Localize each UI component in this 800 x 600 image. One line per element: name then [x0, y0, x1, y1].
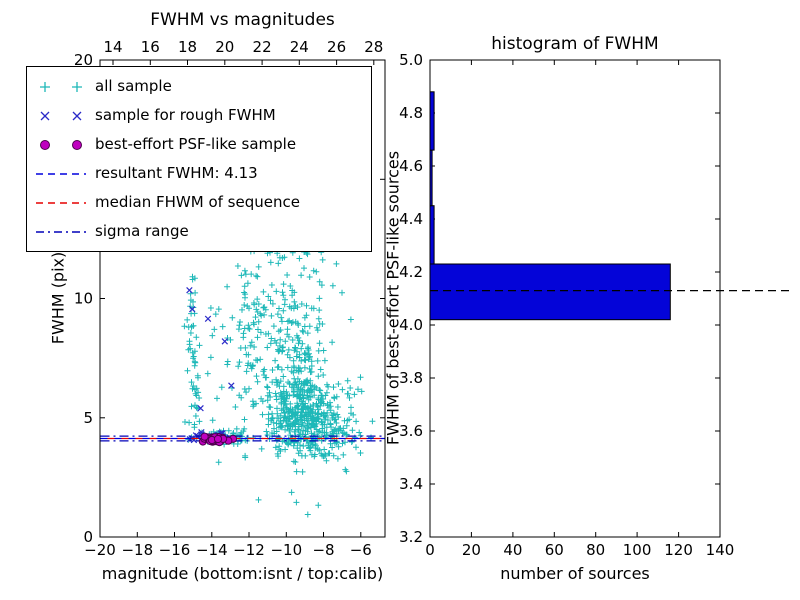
- legend-label: sigma range: [95, 222, 189, 240]
- svg-text:3.2: 3.2: [399, 528, 423, 546]
- svg-text:16: 16: [141, 38, 160, 56]
- svg-text:0: 0: [83, 528, 93, 546]
- svg-text:18: 18: [178, 38, 197, 56]
- svg-text:3.8: 3.8: [399, 369, 423, 387]
- svg-text:−14: −14: [196, 541, 228, 559]
- legend-item-median-fwhm: median FHWM of sequence: [35, 194, 363, 212]
- legend-item-psf-sample: best-effort PSF-like sample: [35, 136, 363, 154]
- svg-text:−12: −12: [233, 541, 265, 559]
- svg-text:28: 28: [364, 38, 383, 56]
- svg-text:14: 14: [103, 38, 122, 56]
- svg-text:−6: −6: [350, 541, 372, 559]
- scatter-axes: −20 −18 −16 −14 −12 −10 −8 −6 14 16 18 20 22 24 26 28 0 5…: [74, 38, 386, 559]
- svg-text:26: 26: [327, 38, 346, 56]
- svg-text:80: 80: [586, 541, 605, 559]
- sequence-lines: [100, 435, 385, 442]
- legend-item-resultant-fwhm: resultant FWHM: 4.13: [35, 165, 363, 183]
- scatter-ylabel: FWHM (pix): [48, 251, 68, 345]
- svg-text:−16: −16: [159, 541, 191, 559]
- svg-text:20: 20: [215, 38, 234, 56]
- svg-text:4.4: 4.4: [399, 210, 423, 228]
- svg-text:0: 0: [425, 541, 435, 559]
- svg-text:−8: −8: [312, 541, 334, 559]
- psf-sample-points: [198, 432, 238, 447]
- histogram-bars: [429, 91, 671, 321]
- dashdot-line-icon: [35, 223, 87, 241]
- legend: all sample sample for rough FWHM best-ef…: [26, 66, 372, 252]
- svg-text:20: 20: [462, 541, 481, 559]
- svg-text:24: 24: [290, 38, 309, 56]
- scatter-xlabel: magnitude (bottom:isnt / top:calib): [101, 564, 384, 583]
- legend-label: sample for rough FWHM: [95, 106, 276, 124]
- histogram-ylabel: FWHM of best-effort PSF-like sources: [383, 150, 403, 446]
- svg-text:22: 22: [253, 38, 272, 56]
- svg-text:−10: −10: [270, 541, 302, 559]
- svg-text:120: 120: [664, 541, 693, 559]
- svg-text:60: 60: [545, 541, 564, 559]
- svg-text:20: 20: [74, 51, 93, 69]
- histogram-xlabel: number of sources: [500, 564, 650, 583]
- svg-text:3.4: 3.4: [399, 475, 423, 493]
- legend-label: best-effort PSF-like sample: [95, 135, 297, 153]
- svg-text:10: 10: [74, 290, 93, 308]
- svg-text:4.0: 4.0: [399, 316, 423, 334]
- svg-text:4.2: 4.2: [399, 263, 423, 281]
- svg-text:−18: −18: [121, 541, 153, 559]
- svg-text:5: 5: [83, 409, 93, 427]
- svg-text:100: 100: [623, 541, 652, 559]
- svg-text:−20: −20: [84, 541, 116, 559]
- legend-label: all sample: [95, 77, 172, 95]
- scatter-title: FWHM vs magnitudes: [150, 10, 335, 30]
- dashed-line-icon: [35, 194, 87, 212]
- x-marker-icon: [35, 107, 87, 125]
- svg-text:3.6: 3.6: [399, 422, 423, 440]
- svg-text:4.8: 4.8: [399, 104, 423, 122]
- histogram-title: histogram of FWHM: [491, 34, 659, 54]
- legend-label: median FHWM of sequence: [95, 193, 300, 211]
- histogram-axes: 0 20 40 60 80 100 120 140 3.2 3.4 3.6 3.8 4.0 4.2 4.4 4…: [399, 51, 734, 559]
- legend-item-sigma-range: sigma range: [35, 223, 363, 241]
- legend-item-rough-fwhm: sample for rough FWHM: [35, 107, 363, 125]
- dashed-line-icon: [35, 165, 87, 183]
- svg-text:140: 140: [706, 541, 735, 559]
- circle-marker-icon: [35, 136, 87, 154]
- plus-marker-icon: [35, 78, 87, 96]
- svg-text:4.6: 4.6: [399, 157, 423, 175]
- svg-text:40: 40: [503, 541, 522, 559]
- svg-text:5.0: 5.0: [399, 51, 423, 69]
- legend-item-all-sample: all sample: [35, 78, 363, 96]
- legend-label: resultant FWHM: 4.13: [95, 164, 258, 182]
